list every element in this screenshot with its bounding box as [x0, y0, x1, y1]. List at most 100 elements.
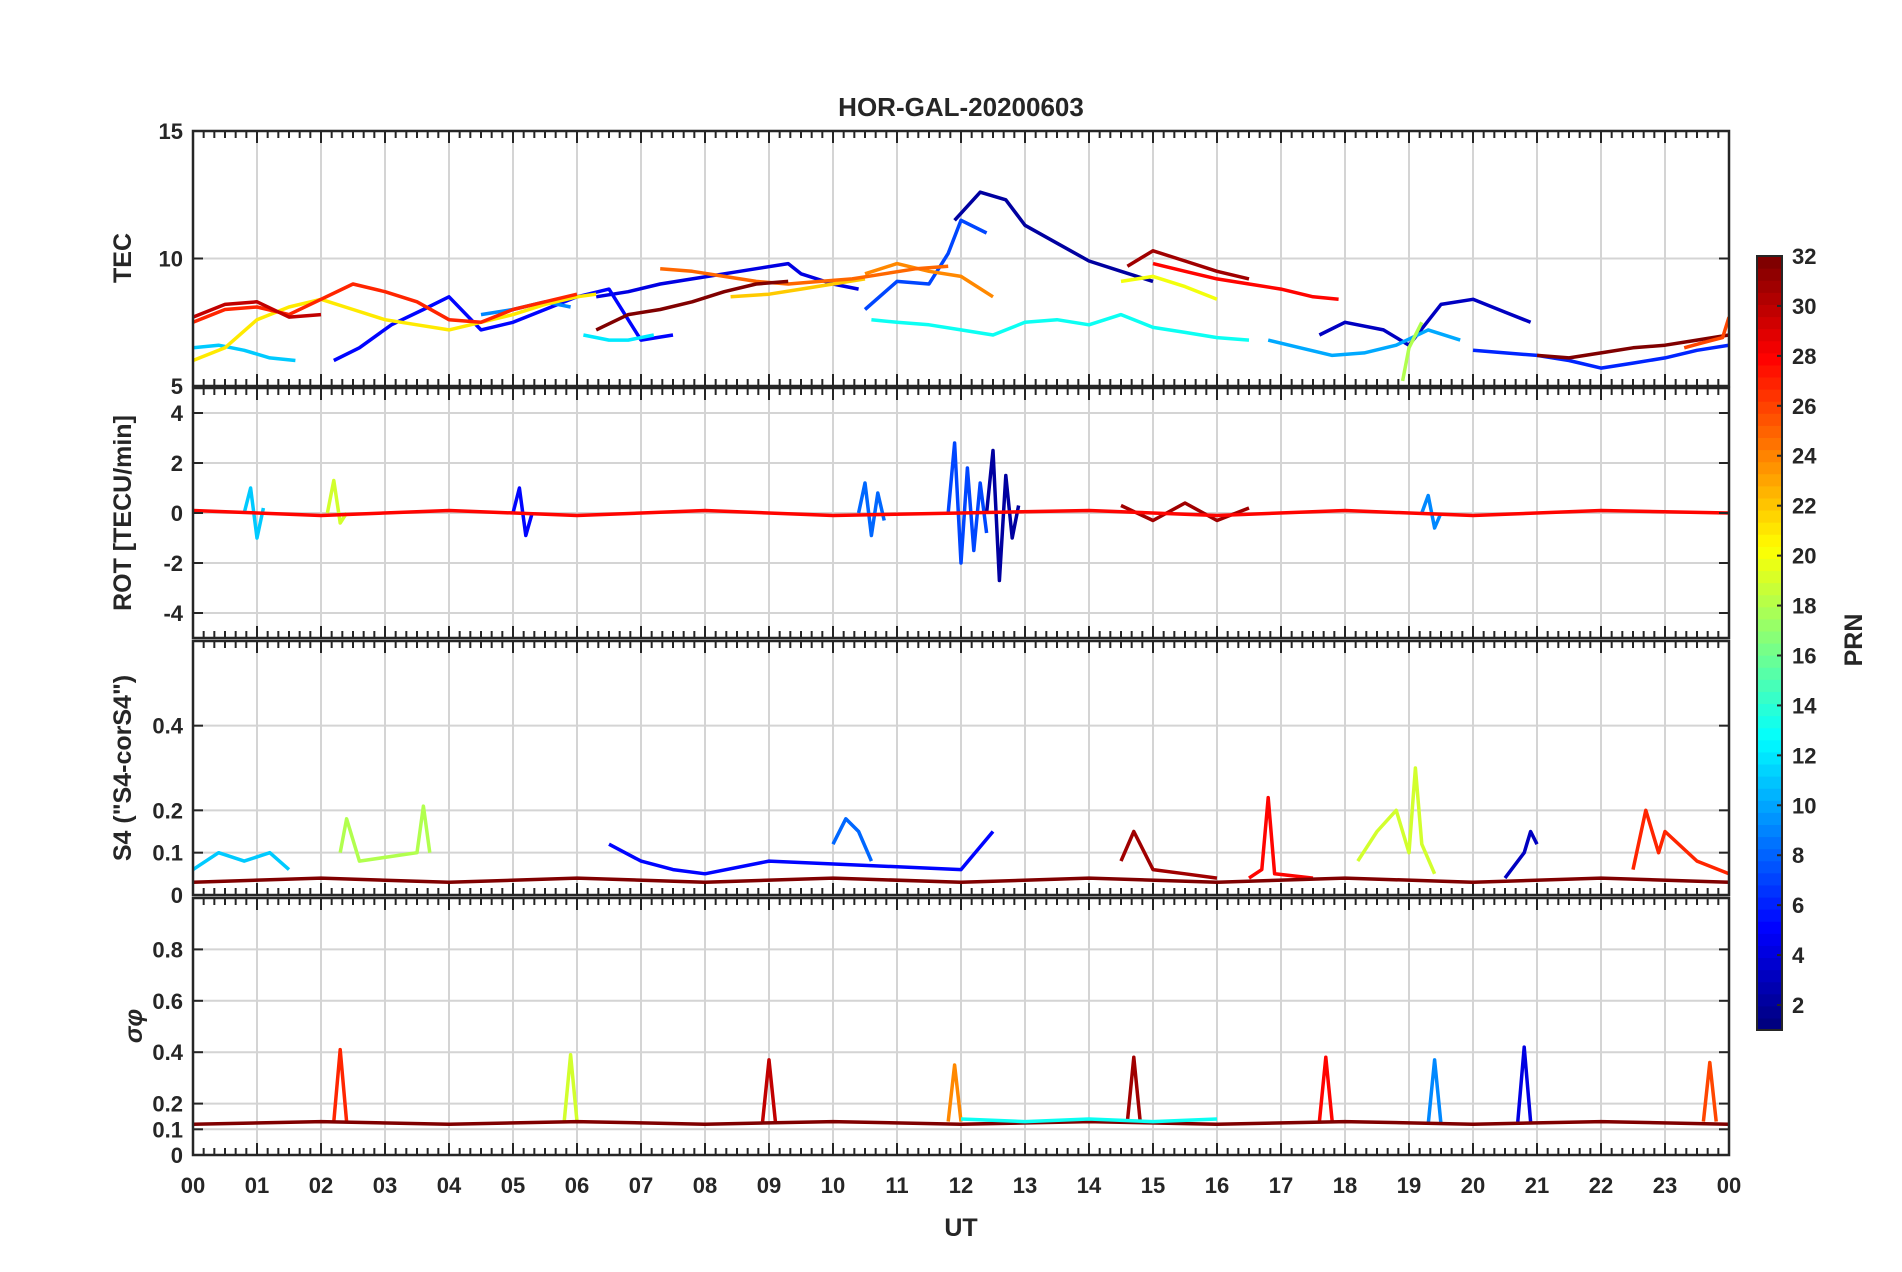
- series-prn-11: [193, 343, 296, 363]
- colorbar-swatch: [1757, 522, 1782, 535]
- colorbar-swatch: [1757, 836, 1782, 850]
- x-tick-label: 00: [1717, 1173, 1741, 1198]
- colorbar-swatch: [1757, 921, 1782, 934]
- series-prn-4: [1516, 1045, 1533, 1122]
- colorbar-swatch: [1757, 727, 1782, 741]
- colorbar-swatch: [1757, 437, 1782, 451]
- colorbar-swatch: [1757, 981, 1782, 995]
- x-tick-label: 00: [181, 1173, 205, 1198]
- colorbar-swatch: [1757, 751, 1782, 765]
- colorbar-swatch: [1757, 594, 1782, 608]
- series-prn-2: [953, 190, 1154, 284]
- y-tick-label: 0: [171, 883, 183, 908]
- x-tick-label: 11: [885, 1173, 908, 1198]
- colorbar-swatch: [1757, 691, 1782, 705]
- x-tick-label: 10: [821, 1173, 845, 1198]
- series-prn-25: [660, 264, 949, 286]
- series-prn-19: [562, 1053, 579, 1122]
- y-tick-label: 0.1: [152, 1117, 183, 1142]
- x-tick-label: 18: [1333, 1173, 1357, 1198]
- colorbar-swatch: [1757, 256, 1782, 269]
- colorbar-swatch: [1757, 570, 1782, 584]
- series-prn-18: [338, 804, 432, 863]
- x-tick-label: 01: [245, 1173, 269, 1198]
- y-tick-label: 0.2: [152, 1092, 183, 1117]
- colorbar-swatch: [1757, 485, 1782, 499]
- y-tick-label: 0.4: [152, 1040, 183, 1065]
- colorbar-swatch: [1757, 848, 1782, 862]
- colorbar-swatch: [1757, 401, 1782, 414]
- series-prn-11: [193, 850, 291, 872]
- colorbar-swatch: [1757, 933, 1782, 946]
- series-prn-9: [1420, 493, 1443, 530]
- colorbar-swatch: [1757, 558, 1782, 572]
- series-prn-9: [1426, 1058, 1443, 1125]
- series-prn-31: [1119, 829, 1218, 880]
- colorbar-tick-label: 4: [1792, 943, 1805, 968]
- colorbar-swatch: [1757, 812, 1782, 825]
- panel-3: 00.10.2 0.4 0.6 0.8 σφ: [120, 896, 1731, 1168]
- series-prn-2: [984, 448, 1021, 583]
- series-prn-19: [1356, 766, 1437, 875]
- colorbar-swatch: [1757, 352, 1782, 366]
- y-tick-label: 0.4: [152, 714, 183, 739]
- series-prn-19: [325, 478, 349, 525]
- series-prn-28: [1317, 1055, 1334, 1122]
- series-prn-28: [193, 508, 1729, 518]
- x-tick-label: 12: [949, 1173, 973, 1198]
- colorbar-swatch: [1757, 872, 1782, 886]
- colorbar-swatch: [1757, 679, 1782, 692]
- panel-0: 5 10 15 TEC: [109, 119, 1731, 399]
- x-axis-label: UT: [944, 1214, 977, 1242]
- y-tick-label: 0.8: [152, 937, 183, 962]
- panel-frame: [191, 129, 1731, 388]
- y-tick-label: 10: [159, 247, 183, 272]
- series-prn-30: [193, 300, 322, 319]
- panel-frame: [191, 896, 1731, 1157]
- colorbar-swatch: [1757, 292, 1782, 305]
- x-tick-label: 19: [1397, 1173, 1421, 1198]
- colorbar-swatch: [1757, 316, 1782, 330]
- series-prn-8: [856, 481, 886, 538]
- x-tick-label: 22: [1589, 1173, 1613, 1198]
- series-group: [193, 190, 1729, 382]
- colorbar-swatch: [1757, 824, 1782, 838]
- panel-2: 0 0.1 0.2 0.4 S4 ("S4-corS4"): [109, 639, 1731, 908]
- series-prn-10: [1267, 328, 1461, 358]
- colorbar-swatch: [1757, 896, 1782, 910]
- y-tick-label: 0: [171, 1143, 183, 1168]
- x-tick-label: 16: [1205, 1173, 1229, 1198]
- colorbar-swatch: [1757, 788, 1782, 801]
- colorbar-swatch: [1757, 425, 1782, 438]
- colorbar-label: PRN: [1840, 614, 1868, 667]
- colorbar-swatch: [1757, 1005, 1782, 1019]
- x-tick-label: 06: [565, 1173, 589, 1198]
- colorbar-swatch: [1757, 945, 1782, 959]
- colorbar-swatch: [1757, 739, 1782, 753]
- series-prn-12: [583, 333, 655, 342]
- series-prn-32: [1536, 333, 1729, 360]
- colorbar-tick-label: 14: [1792, 693, 1817, 718]
- series-prn-22: [730, 277, 866, 299]
- y-tick-label: 0.2: [152, 798, 183, 823]
- series-group: [193, 441, 1729, 583]
- colorbar-swatch: [1757, 630, 1782, 644]
- series-prn-6: [1472, 343, 1729, 370]
- colorbar-tick-label: 8: [1792, 843, 1804, 868]
- series-prn-5: [333, 287, 674, 363]
- colorbar-swatch: [1757, 280, 1782, 293]
- colorbar-swatch: [1757, 340, 1782, 354]
- series-prn-13: [960, 1117, 1218, 1124]
- colorbar-swatch: [1757, 376, 1782, 390]
- y-tick-label: -4: [163, 601, 183, 626]
- x-tick-label: 07: [629, 1173, 653, 1198]
- colorbar-swatch: [1757, 957, 1782, 971]
- colorbar-swatch: [1757, 993, 1782, 1007]
- colorbar-tick-label: 26: [1792, 394, 1816, 419]
- series-prn-21: [193, 292, 597, 363]
- panel-frame: [191, 639, 1731, 897]
- y-tick-label: 5: [171, 374, 183, 399]
- y-tick-label: 4: [171, 401, 184, 426]
- y-tick-label: 0: [171, 501, 183, 526]
